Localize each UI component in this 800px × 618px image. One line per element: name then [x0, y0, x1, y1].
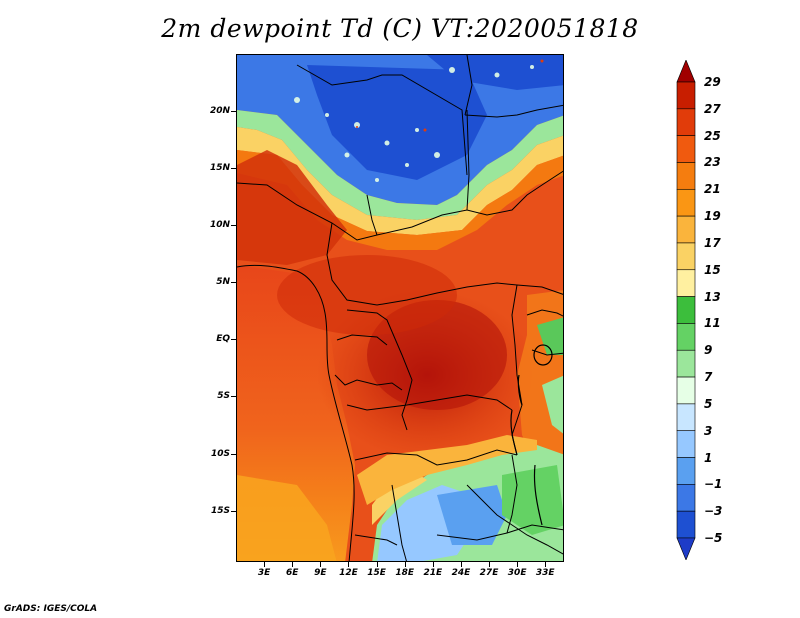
lon-tick-mark	[376, 562, 378, 567]
lon-tick-mark	[545, 562, 547, 567]
colorbar-swatch	[676, 403, 696, 432]
lon-tick-label: 33E	[535, 568, 555, 578]
colorbar-label: 5	[704, 396, 713, 411]
colorbar-label: 19	[704, 209, 721, 224]
lon-tick-label: 9E	[314, 568, 327, 578]
colorbar-label: 3	[704, 423, 713, 438]
lon-tick-mark	[264, 562, 266, 567]
colorbar-swatch	[676, 484, 696, 512]
colorbar-max-triangle	[676, 60, 696, 83]
colorbar-label: 1	[704, 450, 713, 465]
chart-title: 2m dewpoint Td (C) VT:2020051818	[161, 14, 639, 43]
lat-tick-mark	[231, 111, 236, 113]
colorbar-swatch	[676, 108, 696, 136]
grads-credit: GrADS: IGES/COLA	[4, 604, 98, 614]
lon-tick-mark	[432, 562, 434, 567]
colorbar-label: 7	[704, 370, 713, 385]
lon-tick-mark	[320, 562, 322, 567]
colorbar-swatch	[676, 349, 696, 378]
colorbar-label: 15	[704, 262, 721, 277]
lat-tick-mark	[231, 282, 236, 284]
lat-tick-mark	[231, 396, 236, 398]
colorbar-label: −3	[704, 504, 723, 519]
lon-tick-mark	[517, 562, 519, 567]
colorbar-label: 29	[704, 75, 721, 89]
lon-tick-mark	[489, 562, 491, 567]
colorbar-swatch	[676, 269, 696, 297]
colorbar-swatch	[676, 188, 696, 217]
lon-tick-mark	[292, 562, 294, 567]
lon-tick-label: 24E	[451, 568, 471, 578]
colorbar-label: 17	[704, 235, 721, 250]
colorbar-swatch	[676, 135, 696, 163]
lon-tick-label: 21E	[423, 568, 443, 578]
lat-tick-label: 15S	[210, 505, 230, 516]
colorbar-swatch	[676, 430, 696, 458]
lat-tick-label: 10N	[209, 220, 230, 231]
lon-tick-label: 3E	[257, 568, 271, 578]
colorbar-label: 21	[704, 182, 721, 197]
colorbar-label: −5	[704, 531, 723, 545]
lon-tick-mark	[460, 562, 462, 567]
lon-tick-label: 30E	[507, 568, 527, 578]
colorbar-min-triangle	[676, 537, 696, 560]
lon-tick-label: 27E	[479, 568, 499, 578]
lat-tick-label: 10S	[210, 448, 230, 459]
colorbar-swatch	[676, 215, 696, 244]
lat-tick-mark	[231, 339, 236, 341]
colorbar-swatch	[676, 510, 696, 539]
colorbar-label: 9	[704, 343, 713, 358]
lon-tick-label: 15E	[367, 568, 386, 578]
colorbar-swatch	[676, 296, 696, 324]
colorbar	[676, 60, 696, 560]
dewpoint-map	[236, 54, 564, 562]
colorbar-swatch	[676, 162, 696, 190]
lat-tick-label: 15N	[209, 163, 230, 174]
lat-tick-label: 5S	[217, 391, 230, 402]
colorbar-label: 25	[704, 128, 721, 143]
colorbar-label: 27	[704, 101, 721, 116]
colorbar-swatch	[676, 323, 696, 351]
lon-tick-mark	[404, 562, 406, 567]
lat-tick-label: 20N	[209, 106, 230, 117]
colorbar-swatch	[676, 457, 696, 485]
colorbar-label: −1	[704, 477, 723, 492]
dewpoint-field	[237, 55, 563, 561]
lon-tick-label: 6E	[286, 568, 299, 578]
lat-tick-mark	[231, 510, 236, 512]
lat-tick-label: 5N	[216, 277, 230, 288]
lat-tick-label: EQ	[216, 334, 230, 345]
lat-tick-mark	[231, 453, 236, 455]
lat-tick-mark	[231, 168, 236, 170]
colorbar-label: 23	[704, 155, 721, 170]
colorbar-label: 11	[704, 316, 721, 331]
lon-tick-mark	[348, 562, 350, 567]
lon-tick-label: 12E	[339, 568, 358, 578]
colorbar-swatch	[676, 242, 696, 271]
lat-tick-mark	[231, 225, 236, 227]
colorbar-swatch	[676, 376, 696, 405]
colorbar-swatch	[676, 81, 696, 110]
colorbar-label: 13	[704, 289, 721, 304]
lon-tick-label: 18E	[395, 568, 415, 578]
